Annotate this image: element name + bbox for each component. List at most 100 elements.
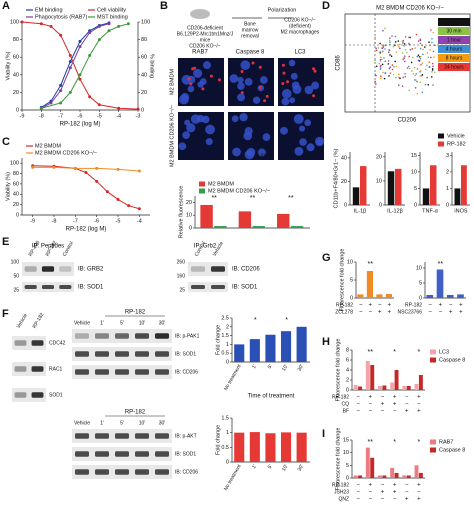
bar <box>200 204 213 228</box>
signal <box>193 66 197 70</box>
signal <box>201 87 205 91</box>
band <box>14 366 27 372</box>
condition-label: JSH23 <box>334 489 349 495</box>
legend-swatch <box>430 439 436 445</box>
y-tick-label: 20 <box>186 200 192 206</box>
flow-dot <box>401 85 404 87</box>
y-tick-label: 15 <box>411 153 417 159</box>
x-tick-label: -4 <box>116 113 121 119</box>
flow-title: M2 BMDM CD206 KO−/− <box>376 6 444 12</box>
condition-mark: + <box>368 483 372 489</box>
bar <box>365 361 370 390</box>
signal <box>286 80 290 84</box>
bar <box>353 475 358 478</box>
marker: 260 <box>177 259 186 265</box>
bar <box>418 375 423 390</box>
band <box>41 266 55 272</box>
flow-dot <box>432 31 435 34</box>
band <box>115 333 129 339</box>
x-tick-label: -5 <box>116 218 121 224</box>
y-tick-label: 40 <box>13 72 19 78</box>
bar <box>370 365 375 390</box>
flow-dot <box>402 76 404 79</box>
diagram-text: Bone <box>244 21 256 27</box>
panel-label: I <box>322 428 325 440</box>
legend-label: Caspase 8 <box>439 357 465 363</box>
condition-mark: + <box>439 303 443 309</box>
y-tick-label: 10 <box>343 450 349 456</box>
band-label: IB: p-AKT <box>175 433 197 439</box>
flow-dot <box>404 36 407 38</box>
point <box>59 101 63 105</box>
flow-dot <box>389 54 391 56</box>
band <box>95 469 109 475</box>
band <box>135 369 149 375</box>
condition-mark: + <box>393 483 397 489</box>
flow-dot <box>410 61 413 64</box>
flow-dot <box>431 41 433 44</box>
blot <box>12 362 46 376</box>
bar <box>418 472 423 478</box>
diagram-text: mice <box>200 37 211 43</box>
condition-mark: − <box>393 497 397 503</box>
band <box>211 266 225 272</box>
y-tick-label: 20 <box>376 154 382 160</box>
condition-mark: − <box>439 310 443 316</box>
bar <box>376 294 383 298</box>
flow-dot <box>415 73 417 75</box>
flow-dot <box>421 91 424 94</box>
y-tick-label: 60 <box>13 181 19 187</box>
panel-label: E <box>2 236 9 248</box>
cell <box>186 123 196 133</box>
point <box>68 90 72 94</box>
condition-mark: − <box>368 490 372 496</box>
bar <box>394 370 399 390</box>
panel-label: A <box>2 0 10 12</box>
y-tick-label: 2 <box>446 169 449 175</box>
bar <box>366 271 373 298</box>
condition-mark: − <box>381 497 385 503</box>
flow-dot <box>388 39 391 42</box>
band <box>191 266 205 272</box>
significance: ** <box>368 439 374 446</box>
y-tick-label: 40 <box>13 192 19 198</box>
flow-dot <box>432 84 434 86</box>
flow-dot <box>380 75 382 77</box>
flow-dot <box>387 60 390 62</box>
flow-dot <box>429 48 432 51</box>
y-tick-label: 20 <box>13 202 19 208</box>
flow-dot <box>404 72 406 75</box>
cell <box>288 59 296 67</box>
y-tick-label: 6 <box>346 357 349 363</box>
flow-dot <box>391 35 393 37</box>
legend-label: Caspase 8 <box>439 447 465 453</box>
bar <box>402 386 407 390</box>
cell <box>244 77 253 86</box>
signal <box>189 82 193 86</box>
condition-mark: + <box>393 395 397 401</box>
condition-mark: − <box>356 497 360 503</box>
flow-dot <box>428 61 430 64</box>
y-tick-label: 40 <box>341 155 347 161</box>
point <box>78 39 82 43</box>
diagram-text: CD206 KO−/− <box>284 17 315 23</box>
flow-dot <box>382 46 385 48</box>
series-line <box>32 166 140 172</box>
cell <box>231 115 239 123</box>
y-tick-label: 2 <box>226 324 229 330</box>
condition-label: RP-182 <box>405 302 422 308</box>
legend-label: LC3 <box>439 349 449 355</box>
flow-dot <box>419 81 422 84</box>
flow-dot <box>413 66 416 69</box>
legend-label: MST binding <box>97 14 128 20</box>
column-label: LC3 <box>294 50 306 56</box>
flow-dot <box>422 53 424 56</box>
flow-dot <box>420 55 422 58</box>
bar <box>249 432 260 462</box>
condition-mark: − <box>449 303 453 309</box>
bar <box>461 165 467 205</box>
axis-label: CD206 <box>398 118 417 124</box>
y-tick-label: 0 <box>226 459 229 465</box>
band <box>75 333 89 339</box>
bar <box>430 165 437 205</box>
